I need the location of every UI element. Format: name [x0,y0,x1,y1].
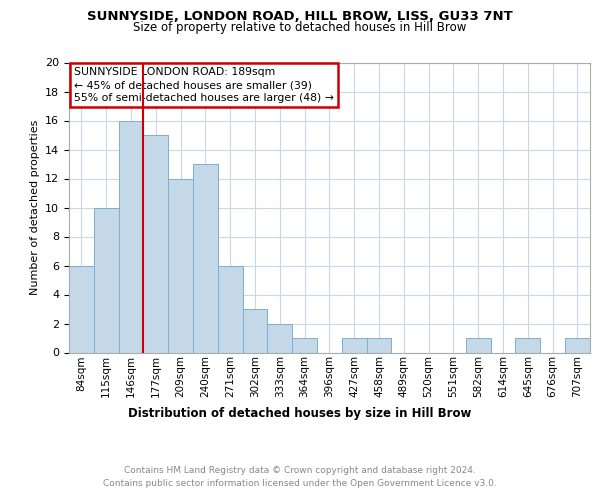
Text: Contains public sector information licensed under the Open Government Licence v3: Contains public sector information licen… [103,479,497,488]
Text: Contains HM Land Registry data © Crown copyright and database right 2024.: Contains HM Land Registry data © Crown c… [124,466,476,475]
Bar [168,178,193,352]
Bar [193,164,218,352]
Bar [69,266,94,352]
Y-axis label: Number of detached properties: Number of detached properties [29,120,40,295]
Bar [342,338,367,352]
Bar [242,309,268,352]
Text: Distribution of detached houses by size in Hill Brow: Distribution of detached houses by size … [128,408,472,420]
Bar [367,338,391,352]
Bar [515,338,540,352]
Bar [466,338,491,352]
Bar [268,324,292,352]
Text: SUNNYSIDE, LONDON ROAD, HILL BROW, LISS, GU33 7NT: SUNNYSIDE, LONDON ROAD, HILL BROW, LISS,… [87,10,513,23]
Text: Size of property relative to detached houses in Hill Brow: Size of property relative to detached ho… [133,22,467,35]
Bar [94,208,119,352]
Bar [218,266,242,352]
Text: SUNNYSIDE LONDON ROAD: 189sqm
← 45% of detached houses are smaller (39)
55% of s: SUNNYSIDE LONDON ROAD: 189sqm ← 45% of d… [74,67,334,104]
Bar [292,338,317,352]
Bar [565,338,590,352]
Bar [119,120,143,352]
Bar [143,135,168,352]
